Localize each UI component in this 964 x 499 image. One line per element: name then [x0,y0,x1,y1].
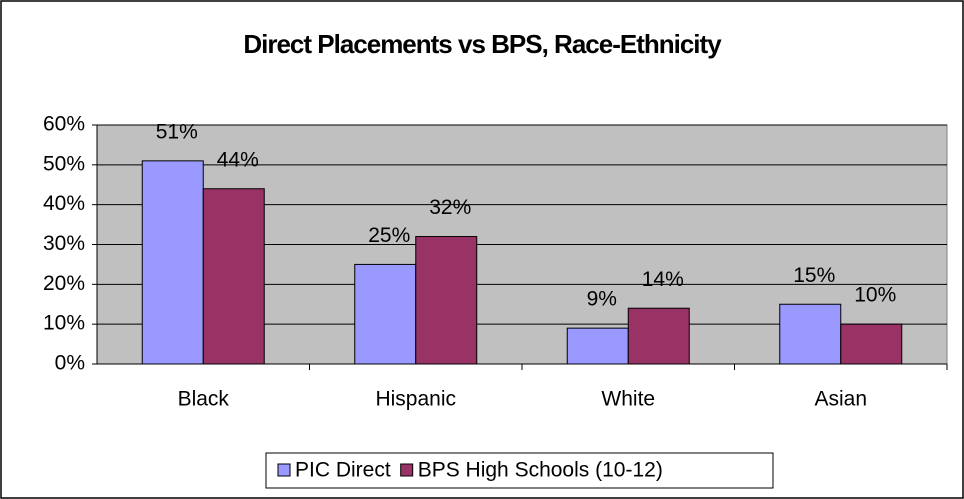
y-tick-label: 30% [43,232,85,255]
chart-title: Direct Placements vs BPS, Race-Ethnicity [243,29,722,59]
bar [779,303,842,365]
x-tick-label: White [601,388,655,411]
value-label: 25% [368,224,410,247]
y-tick-label: 20% [43,272,85,295]
legend-swatch [277,463,291,477]
bar [566,327,629,365]
value-label: 32% [429,196,471,219]
value-label: 44% [217,148,259,171]
value-label: 9% [587,288,617,311]
value-label: 10% [854,284,896,307]
value-label: 14% [642,268,684,291]
legend-swatch [400,463,414,477]
x-tick-label: Black [178,388,230,411]
bar [840,323,903,365]
bar [415,236,478,365]
x-tick-label: Hispanic [375,388,456,411]
y-tick-label: 40% [43,192,85,215]
y-tick-label: 10% [43,312,85,335]
bar [141,160,204,365]
y-tick-label: 60% [43,113,85,136]
legend-box [265,452,774,489]
y-tick-label: 0% [55,352,85,375]
y-tick-label: 50% [43,152,85,175]
bar [627,307,690,365]
value-label: 51% [156,120,198,143]
x-tick-label: Asian [814,388,867,411]
legend-label: BPS High Schools (10-12) [418,459,663,482]
bar [202,188,265,365]
bar [354,263,417,365]
legend-label: PIC Direct [295,459,391,482]
value-label: 15% [793,264,835,287]
